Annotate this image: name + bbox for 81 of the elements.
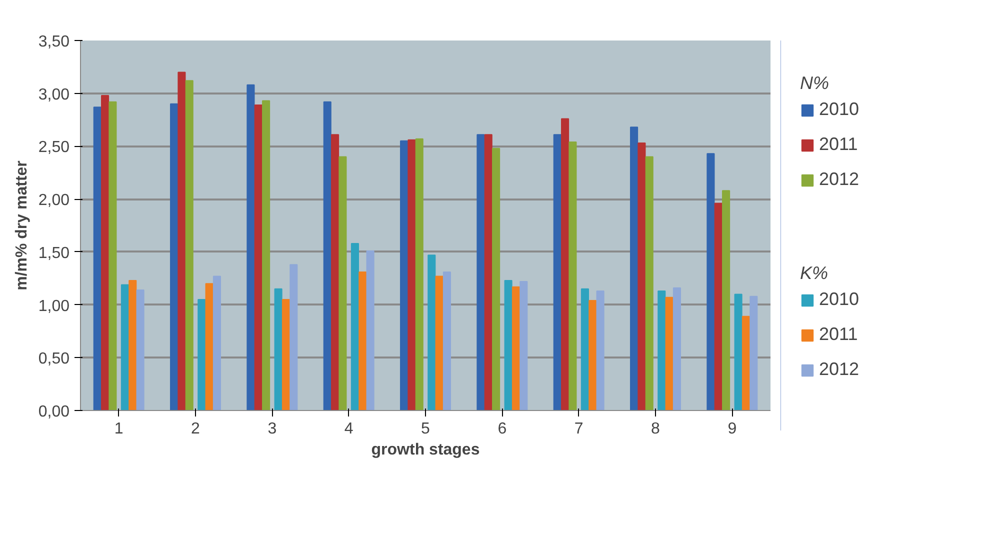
bar xyxy=(274,288,282,410)
bar xyxy=(338,156,347,410)
bar xyxy=(93,106,102,410)
bar xyxy=(742,316,750,410)
bar xyxy=(323,101,332,410)
y-tick-label: 3,50 xyxy=(38,34,70,50)
y-tick-label: 2,00 xyxy=(38,192,70,210)
bar xyxy=(596,290,604,410)
bar xyxy=(331,134,340,410)
bar xyxy=(350,242,359,410)
bar xyxy=(415,138,424,410)
y-tick-label: 0,00 xyxy=(38,404,70,420)
bar xyxy=(722,190,730,410)
bar xyxy=(136,289,144,410)
bar xyxy=(262,100,270,410)
bar xyxy=(580,288,589,410)
bar xyxy=(512,286,520,410)
bar xyxy=(484,134,492,410)
bar xyxy=(185,80,194,410)
bar xyxy=(212,276,221,410)
bar xyxy=(170,103,178,410)
bar xyxy=(561,118,570,410)
bar xyxy=(120,284,129,410)
x-tick-label: 3 xyxy=(268,420,277,438)
bar xyxy=(408,139,416,410)
x-tick-label: 9 xyxy=(728,420,737,438)
y-tick-label: 2,50 xyxy=(38,139,70,156)
bar xyxy=(366,250,374,410)
bar xyxy=(672,287,681,410)
x-axis-title: growth stages xyxy=(371,442,480,458)
legend-label: 2012 xyxy=(819,359,860,380)
legend-label: 2010 xyxy=(819,99,860,120)
bar xyxy=(290,264,298,410)
text: K% xyxy=(800,263,830,284)
text: N% xyxy=(800,73,830,94)
y-tick-label: 0,50 xyxy=(38,350,70,368)
bar xyxy=(246,84,255,410)
bar xyxy=(435,276,444,410)
legend-label: 2011 xyxy=(819,134,858,155)
bar xyxy=(714,202,722,410)
x-tick-label: 7 xyxy=(574,420,584,438)
y-tick-label: 3,00 xyxy=(38,86,70,104)
legend-label: 2012 xyxy=(819,169,860,190)
x-tick-label: 1 xyxy=(114,420,124,438)
bar xyxy=(630,126,638,410)
bar xyxy=(254,104,262,410)
y-tick-label: 1,00 xyxy=(38,298,70,315)
x-tick-label: 6 xyxy=(498,420,507,438)
bar xyxy=(520,281,528,410)
x-tick-label: 2 xyxy=(191,420,200,438)
bar xyxy=(588,300,597,410)
x-tick-label: 8 xyxy=(651,420,660,438)
bar xyxy=(282,299,290,410)
bar xyxy=(553,134,562,410)
bar xyxy=(750,296,758,410)
x-tick-label: 4 xyxy=(344,420,354,438)
bar xyxy=(665,296,674,410)
bar xyxy=(101,94,110,410)
bar xyxy=(638,142,646,410)
bar xyxy=(442,272,451,410)
y-tick-label: 1,50 xyxy=(38,244,70,262)
bar xyxy=(428,254,436,410)
bar xyxy=(400,140,408,410)
legend-label: 2010 xyxy=(819,289,860,310)
bar xyxy=(568,141,577,410)
bar xyxy=(205,283,214,410)
bar xyxy=(108,101,117,410)
bar xyxy=(504,280,512,410)
y-axis-title: m/m% dry matter xyxy=(13,160,30,290)
bar xyxy=(198,299,206,410)
bar xyxy=(128,280,137,410)
bar xyxy=(476,134,485,410)
bar xyxy=(706,153,715,410)
bar xyxy=(178,72,186,410)
bar xyxy=(358,272,367,410)
bar xyxy=(734,294,742,410)
legend-label: 2011 xyxy=(819,324,858,345)
bar xyxy=(492,148,500,410)
bar xyxy=(645,156,654,410)
x-tick-label: 5 xyxy=(421,420,430,438)
bar xyxy=(658,290,666,410)
